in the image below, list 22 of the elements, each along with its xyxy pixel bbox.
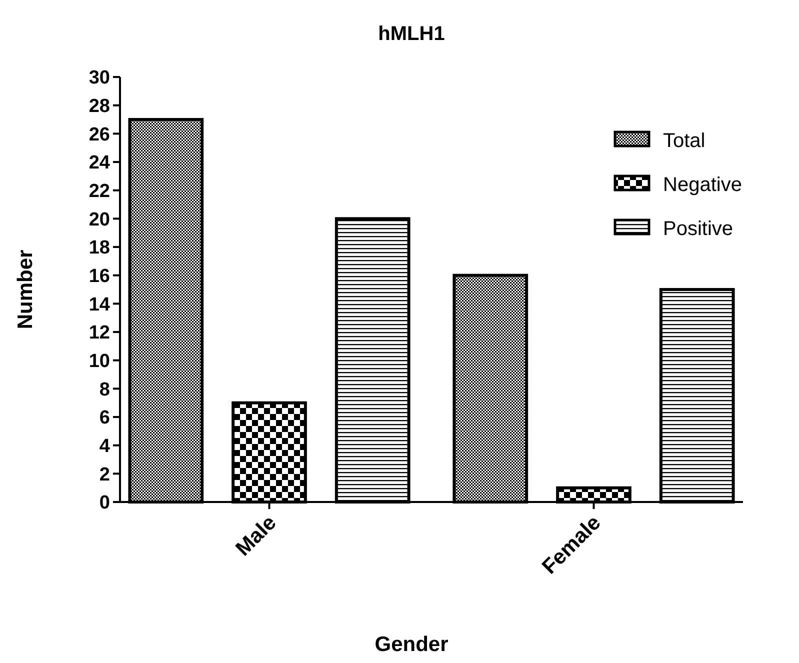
y-tick-label: 2 bbox=[99, 464, 110, 486]
y-tick-label: 30 bbox=[88, 68, 110, 89]
y-tick-label: 18 bbox=[88, 238, 110, 259]
y-tick-label: 24 bbox=[88, 152, 110, 174]
y-tick-label: 12 bbox=[88, 322, 110, 344]
y-tick-label: 16 bbox=[88, 266, 110, 287]
y-axis-title: Number bbox=[14, 250, 37, 330]
legend-label: Negative bbox=[663, 174, 742, 196]
y-tick-label: 0 bbox=[99, 492, 110, 514]
chart-title: hMLH1 bbox=[378, 23, 445, 45]
legend-label: Total bbox=[663, 130, 706, 152]
y-tick-label: 26 bbox=[88, 124, 110, 146]
y-tick-label: 22 bbox=[88, 180, 110, 202]
x-axis-title: Gender bbox=[374, 633, 448, 656]
y-tick-label: 6 bbox=[99, 408, 110, 429]
y-tick-label: 8 bbox=[99, 379, 110, 400]
y-tick-label: 28 bbox=[88, 96, 110, 117]
y-tick-label: 14 bbox=[88, 294, 110, 316]
y-tick-label: 20 bbox=[88, 209, 110, 230]
legend-label: Positive bbox=[663, 218, 734, 240]
y-tick-label: 10 bbox=[88, 350, 110, 372]
y-tick-label: 4 bbox=[99, 436, 110, 457]
